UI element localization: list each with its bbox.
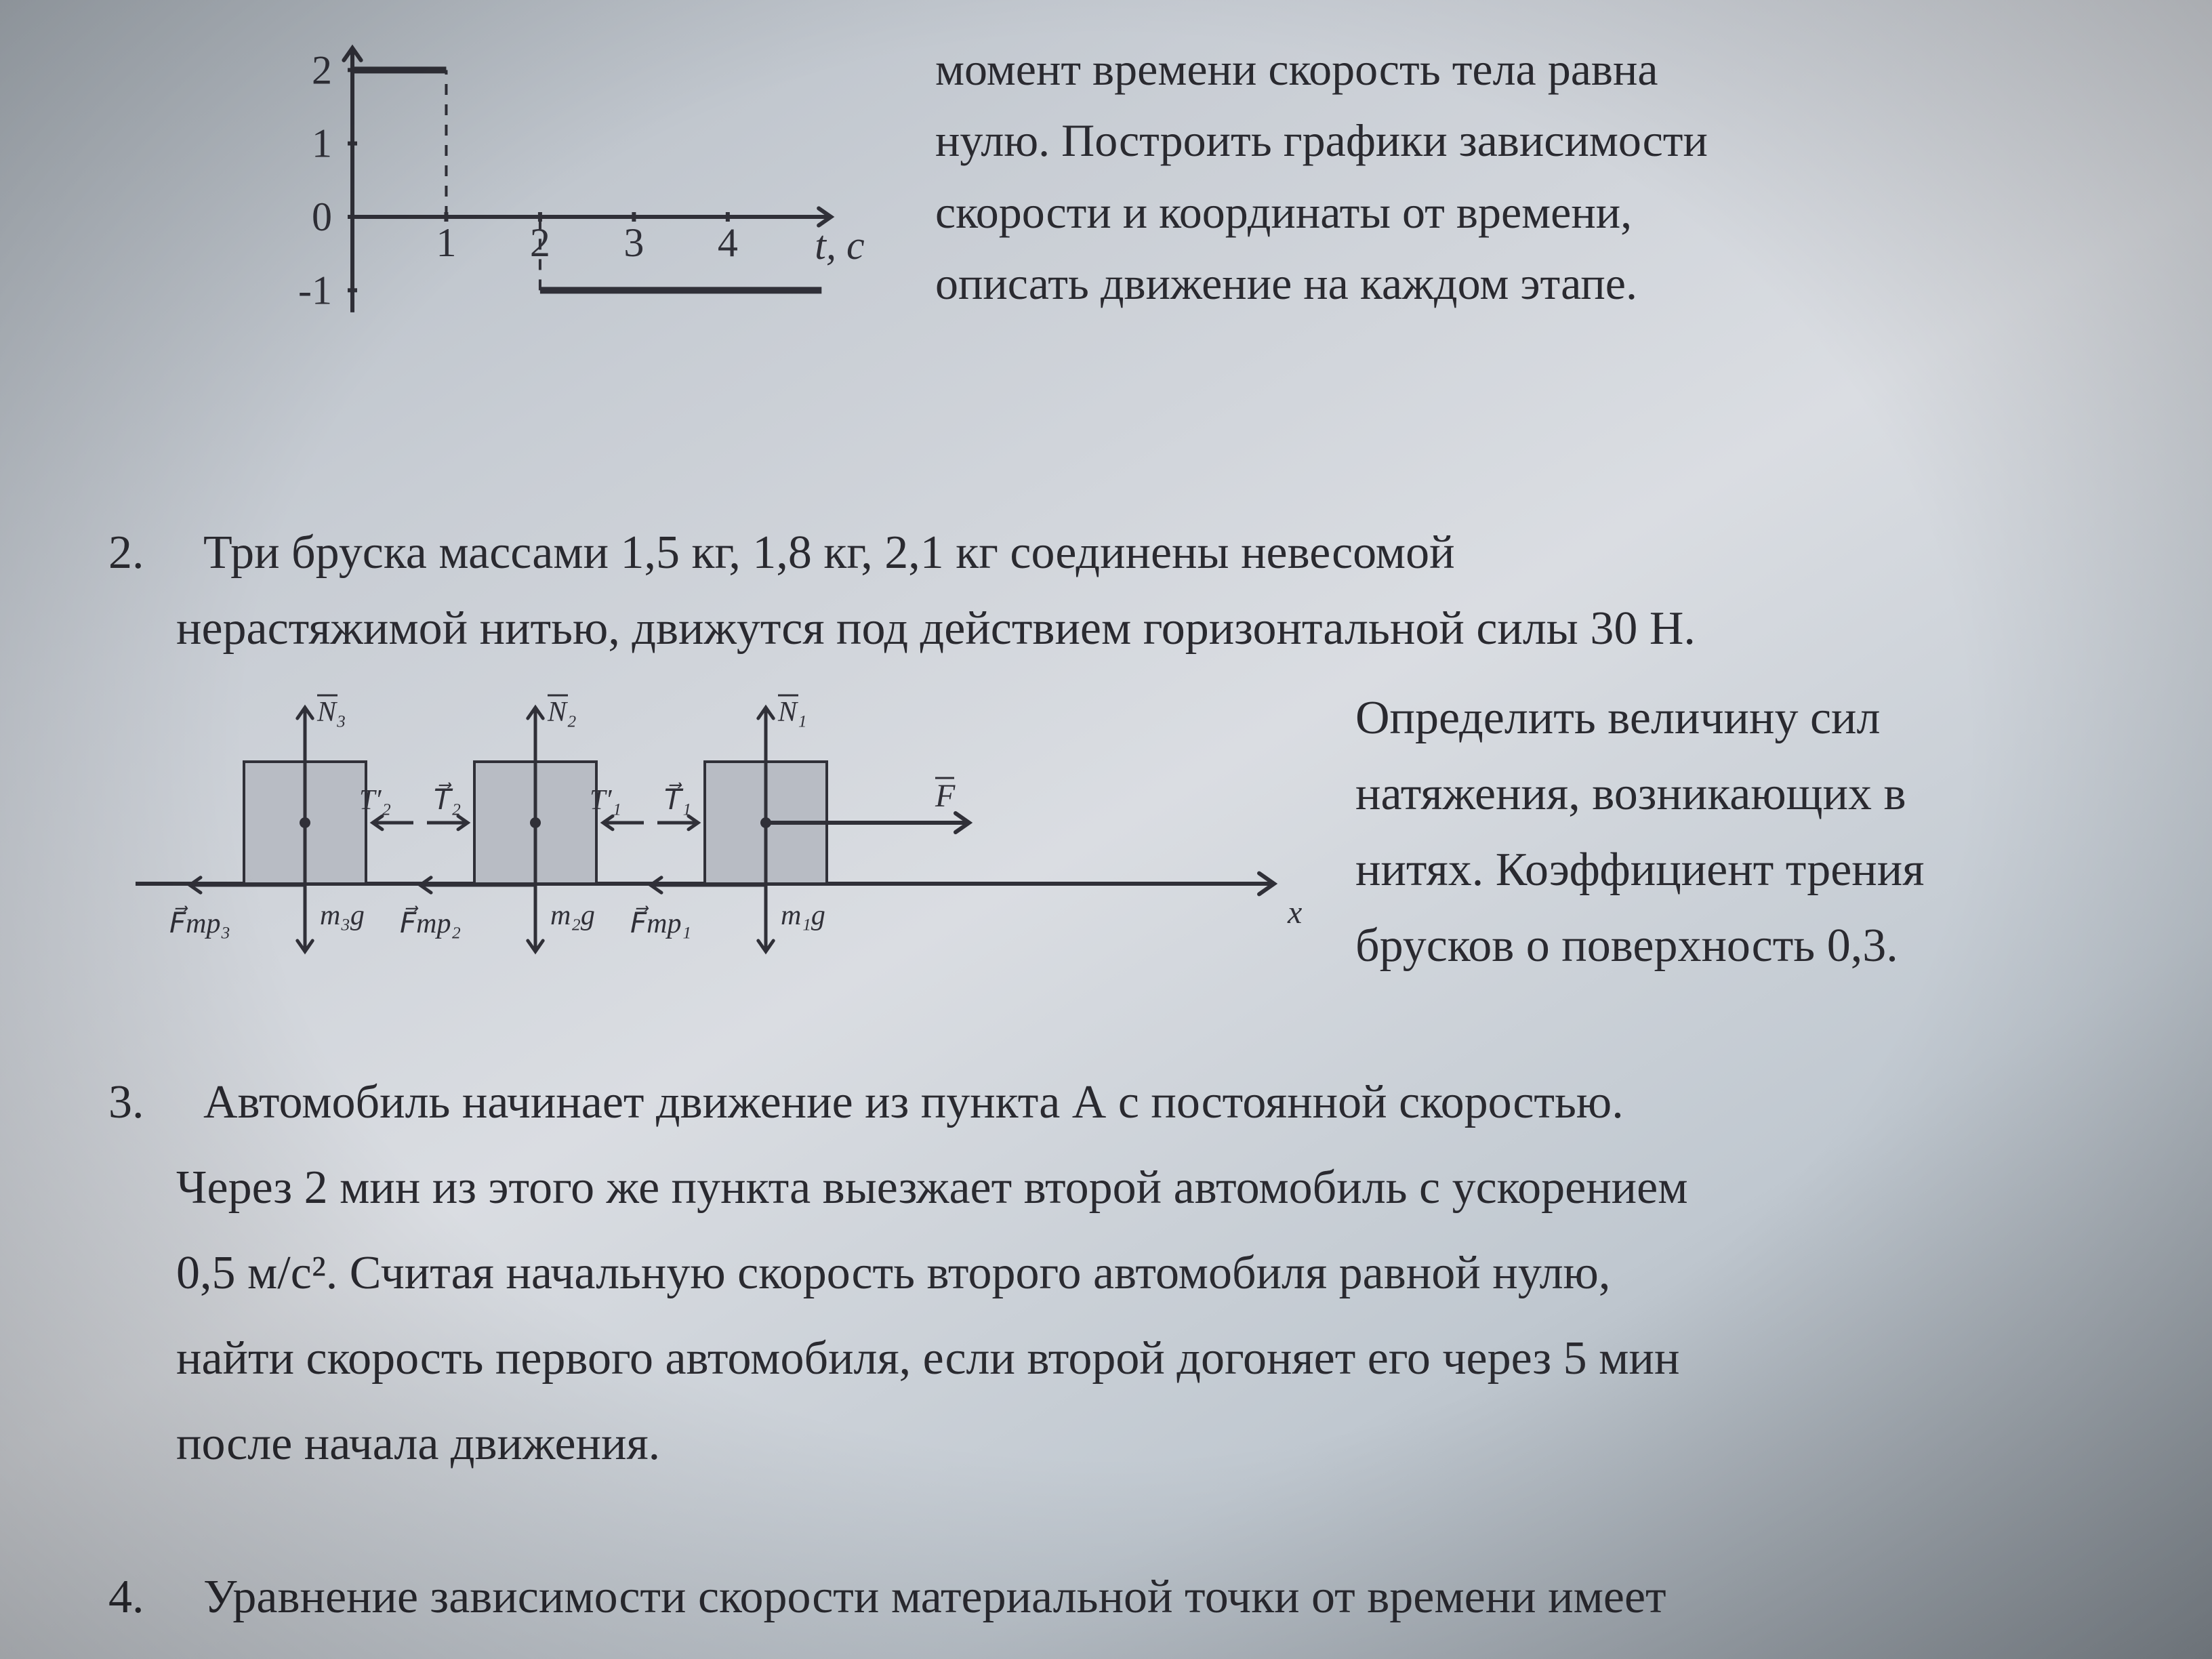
svg-text:F: F [935, 778, 956, 814]
p1-line: момент времени скорость тела равна [935, 34, 2158, 105]
svg-text:4: 4 [718, 220, 738, 265]
problem-2-line1: 2.Три бруска массами 1,5 кг, 1,8 кг, 2,1… [108, 515, 2158, 591]
p3-line: 0,5 м/с². Считая начальную скорость втор… [68, 1231, 2158, 1316]
problem-2-sidetext: Определить величину сил натяжения, возни… [1355, 680, 2158, 984]
svg-text:T⃗₂: T⃗₂ [434, 782, 461, 816]
p3-line: найти скорость первого автомобиля, если … [68, 1316, 2158, 1401]
svg-text:2: 2 [312, 47, 332, 92]
p3-line: Автомобиль начинает движение из пункта А… [203, 1076, 1624, 1128]
p1-line: описать движение на каждом этапе. [935, 248, 2158, 319]
svg-text:N₃: N₃ [316, 697, 346, 728]
problem-3: 3.Автомобиль начинает движение из пункта… [68, 1060, 2158, 1487]
problem-1-text: момент времени скорость тела равна нулю.… [935, 27, 2158, 320]
p4-first: 4.Уравнение зависимости скорости материа… [108, 1555, 2158, 1640]
problem-1-chart: 1234-1012t, с [271, 14, 881, 366]
problem-3-number: 3. [108, 1060, 203, 1145]
svg-text:x: x [1287, 895, 1302, 930]
svg-text:1: 1 [436, 220, 456, 265]
svg-text:0: 0 [312, 194, 332, 239]
p2-line: нерастяжимой нитью, движутся под действи… [68, 591, 2158, 667]
problem-1: 1234-1012t, с момент времени скорость те… [68, 27, 2158, 366]
p1-line: нулю. Построить графики зависимости [935, 105, 2158, 176]
svg-text:T′₁: T′₁ [590, 785, 621, 816]
p3-line: Через 2 мин из этого же пункта выезжает … [68, 1145, 2158, 1231]
page-root: 1234-1012t, с момент времени скорость те… [0, 0, 2212, 1659]
svg-text:m₂g: m₂g [550, 900, 595, 931]
problem-4-number: 4. [108, 1555, 203, 1640]
p3-first: 3.Автомобиль начинает движение из пункта… [108, 1060, 2158, 1145]
p4-line: Уравнение зависимости скорости материаль… [203, 1571, 1666, 1623]
svg-text:t, с: t, с [815, 223, 864, 268]
p2-side-line: нитях. Коэффициент трения [1355, 832, 2158, 908]
problem-2-number: 2. [108, 515, 203, 591]
svg-text:-1: -1 [298, 268, 332, 312]
svg-text:3: 3 [623, 220, 644, 265]
svg-text:N₂: N₂ [547, 697, 577, 728]
svg-text:m₁g: m₁g [781, 900, 825, 931]
p1-line: скорости и координаты от времени, [935, 177, 2158, 248]
p2-side-line: Определить величину сил [1355, 680, 2158, 756]
p3-line: после начала движения. [68, 1401, 2158, 1487]
p2-side-line: брусков о поверхность 0,3. [1355, 908, 2158, 984]
svg-text:1: 1 [312, 121, 332, 166]
problem-2-body: x N₃ m₃g F⃗тр₃ N₂ m₂g F⃗тр₂ N₁ m₁g F⃗тр₁ T′₂ T⃗₂ T′₁… [68, 680, 2158, 992]
svg-text:N₁: N₁ [777, 697, 807, 728]
svg-text:F⃗тр₃: F⃗тр₃ [169, 905, 230, 939]
p2-side-line: натяжения, возникающих в [1355, 756, 2158, 832]
p4-line: вид: υ = (10 + 4t). Определить момент вр… [68, 1640, 2158, 1659]
svg-text:T⃗₁: T⃗₁ [664, 782, 691, 816]
problem-2: 2.Три бруска массами 1,5 кг, 1,8 кг, 2,1… [68, 515, 2158, 992]
problem-2-diagram: x N₃ m₃g F⃗тр₃ N₂ m₂g F⃗тр₂ N₁ m₁g F⃗тр₁ T′₂ T⃗₂ T′₁… [108, 680, 1315, 992]
problem-4: 4.Уравнение зависимости скорости материа… [68, 1555, 2158, 1659]
svg-text:F⃗тр₁: F⃗тр₁ [630, 905, 691, 939]
svg-text:m₃g: m₃g [320, 900, 365, 931]
svg-text:T′₂: T′₂ [359, 785, 391, 816]
svg-text:F⃗тр₂: F⃗тр₂ [400, 905, 461, 939]
p2-line: Три бруска массами 1,5 кг, 1,8 кг, 2,1 к… [203, 527, 1455, 579]
